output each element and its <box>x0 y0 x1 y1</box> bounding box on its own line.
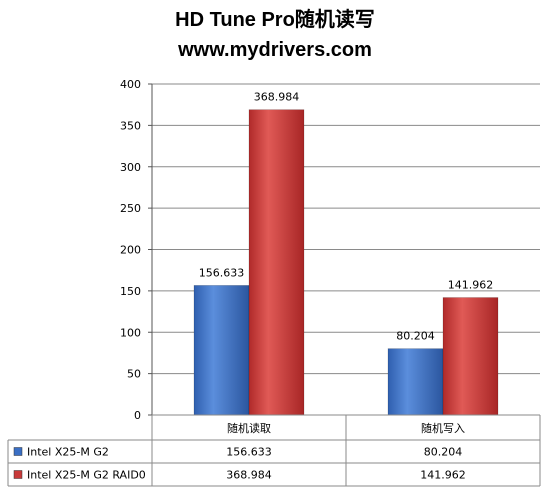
data-label: 156.633 <box>199 266 245 279</box>
data-label: 141.962 <box>448 279 494 292</box>
legend-label: Intel X25-M G2 RAID0 <box>27 469 146 482</box>
bar <box>387 348 444 416</box>
y-tick-label: 350 <box>120 119 141 132</box>
data-label: 80.204 <box>396 330 435 343</box>
legend-label: Intel X25-M G2 <box>27 446 109 459</box>
legend-swatch <box>13 447 23 456</box>
y-tick-label: 250 <box>120 202 141 215</box>
table-cell: 141.962 <box>420 469 466 482</box>
bar <box>248 109 305 416</box>
legend-swatch <box>13 470 23 479</box>
table-cell: 368.984 <box>226 469 272 482</box>
y-tick-label: 200 <box>120 244 141 257</box>
chart-subtitle: www.mydrivers.com <box>178 39 372 61</box>
y-tick-label: 150 <box>120 285 141 298</box>
category-label: 随机读取 <box>227 421 271 435</box>
bar <box>442 297 499 416</box>
y-tick-label: 50 <box>127 368 141 381</box>
table-cell: 80.204 <box>424 446 463 459</box>
chart-title: HD Tune Pro随机读写 <box>175 9 375 31</box>
y-tick-label: 400 <box>120 78 141 91</box>
y-tick-label: 0 <box>134 409 141 422</box>
table-cell: 156.633 <box>226 446 272 459</box>
category-label: 随机写入 <box>421 421 465 435</box>
bar <box>193 285 250 416</box>
data-label: 368.984 <box>254 91 300 104</box>
y-tick-label: 100 <box>120 326 141 339</box>
y-tick-label: 300 <box>120 161 141 174</box>
